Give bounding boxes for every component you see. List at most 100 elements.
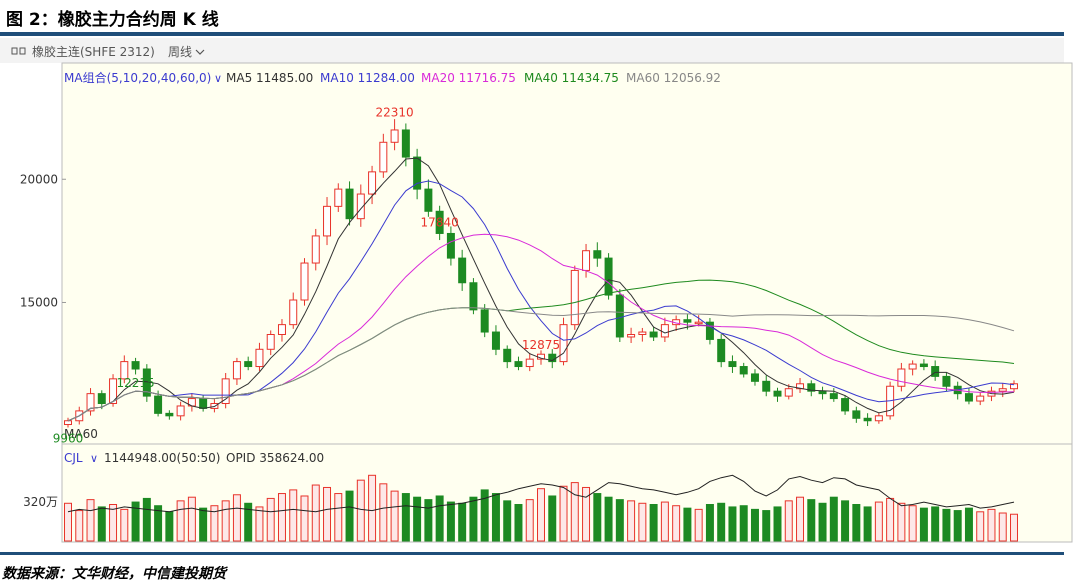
candle-body [604, 257, 613, 296]
candle-body [649, 331, 658, 338]
volume-bar [379, 483, 388, 542]
y-tick-label: 15000 [20, 295, 58, 309]
volume-bar [638, 502, 647, 542]
volume-bar [683, 507, 692, 542]
volume-bar [255, 506, 264, 542]
candle-body [514, 361, 523, 368]
volume-bar [435, 495, 444, 542]
price-annotation: 12215 [116, 376, 154, 390]
candle-body [401, 129, 410, 158]
volume-bar [210, 505, 219, 542]
volume-bar [424, 499, 433, 542]
ma60-line [67, 307, 1015, 422]
legend-ma20-name: MA20 [421, 71, 455, 85]
volume-layer [64, 474, 1018, 542]
opid-legend: OPID 358624.00 [226, 451, 324, 465]
candle-body [627, 334, 636, 338]
volume-bar [627, 500, 636, 542]
volume-legend: CJL ∨ 1144948.00(50:50) OPID 358624.00 [64, 451, 324, 465]
source-note: 数据来源：文华财经，中信建投期货 [2, 566, 226, 582]
candle-body [525, 358, 534, 368]
volume-bar [131, 501, 140, 542]
candle-body [796, 383, 805, 390]
volume-bar [548, 495, 557, 542]
volume-bar [660, 501, 669, 542]
volume-bar [739, 505, 748, 542]
cjl-label[interactable]: CJL [64, 451, 83, 465]
candle-body [97, 393, 106, 404]
volume-bar [750, 508, 759, 542]
candle-body [458, 257, 467, 284]
volume-bar [120, 508, 129, 542]
price-annotation: 22310 [376, 105, 414, 119]
volume-bar [154, 505, 163, 542]
volume-bar [728, 506, 737, 542]
figure-title: 图 2：橡胶主力合约周 K 线 [6, 10, 219, 30]
x-axis-left-label: MA60 [64, 427, 98, 441]
candle-body [199, 398, 208, 409]
candle-body [345, 188, 354, 220]
volume-bar [886, 497, 895, 542]
volume-bar [841, 500, 850, 542]
candle-body [165, 412, 174, 417]
volume-bar [323, 486, 332, 542]
chevron-down-icon[interactable] [195, 49, 205, 55]
candle-body [976, 395, 985, 402]
volume-bar [852, 504, 861, 542]
candle-body [244, 361, 253, 368]
volume-bar [1010, 513, 1018, 542]
cjl-chevron-icon[interactable]: ∨ [90, 452, 98, 465]
candle-body [176, 405, 185, 417]
volume-bar [311, 484, 320, 542]
candle-body [424, 188, 433, 212]
candle-body [942, 375, 951, 387]
candle-body [784, 388, 793, 397]
candle-body [559, 324, 568, 363]
toolbar-background [0, 38, 1064, 63]
candle-body [86, 393, 95, 412]
volume-bar [345, 490, 354, 542]
candle-body [356, 193, 365, 220]
candle-body [413, 156, 422, 190]
candle-body [120, 361, 129, 380]
volume-bar [953, 510, 962, 542]
ma-group-label[interactable]: MA组合(5,10,20,40,60,0) [64, 70, 211, 85]
candle-body [874, 415, 883, 422]
legend-ma40-name: MA40 [524, 71, 558, 85]
candle-body [570, 269, 579, 326]
ma5-line [67, 157, 1015, 422]
legend-ma60-name: MA60 [626, 71, 660, 85]
candle-body [852, 410, 861, 419]
y-tick-label: 20000 [20, 172, 58, 186]
contract-label[interactable]: 橡胶主连(SHFE 2312) [32, 44, 155, 59]
volume-bar [199, 507, 208, 542]
ma-group-chevron-icon[interactable]: ∨ [214, 72, 222, 85]
legend-ma10-value: 11284.00 [358, 71, 415, 85]
volume-bar [976, 511, 985, 542]
volume-bar [818, 502, 827, 542]
legend-ma10-name: MA10 [320, 71, 354, 85]
candle-body [300, 262, 309, 301]
legend-ma5-value: 11485.00 [256, 71, 313, 85]
volume-bar [480, 489, 489, 542]
volume-bar [446, 501, 455, 542]
volume-bar [559, 485, 568, 542]
candle-body [818, 390, 827, 395]
volume-bar [86, 499, 95, 542]
volume-bar [604, 496, 613, 542]
volume-bar [514, 504, 523, 542]
candle-body [64, 420, 72, 426]
candle-body [593, 250, 602, 259]
volume-bar [458, 502, 467, 542]
volume-y-tick-label: 320万 [23, 495, 58, 509]
candle-body [762, 380, 771, 392]
volume-bar [525, 499, 534, 542]
candle-body [964, 393, 973, 402]
period-selector[interactable]: 周线 [168, 45, 192, 59]
candle-body [131, 361, 140, 370]
candle-body [311, 235, 320, 264]
volume-bar [277, 493, 286, 542]
candle-body [998, 388, 1007, 392]
candle-body [491, 331, 500, 350]
candle-body [841, 398, 850, 412]
